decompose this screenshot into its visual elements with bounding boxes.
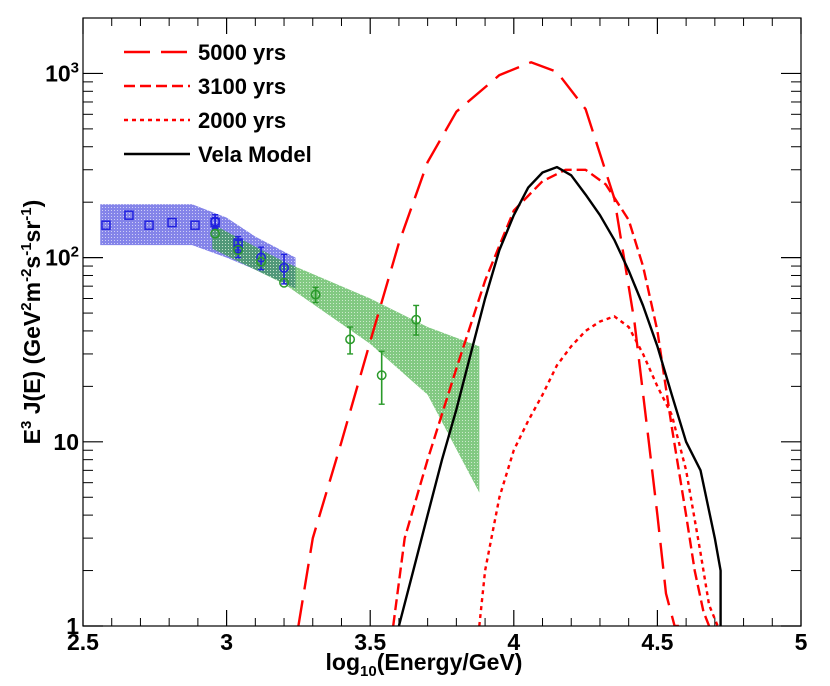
legend-label: 3100 yrs <box>198 74 286 99</box>
x-tick-label: 5 <box>795 629 808 655</box>
green-error-band <box>212 224 480 493</box>
legend-label: 5000 yrs <box>198 40 286 65</box>
legend-label: Vela Model <box>198 142 312 167</box>
data-point-circle <box>411 314 422 325</box>
data-point-square <box>190 220 200 230</box>
legend: 5000 yrs 3100 yrs 2000 yrs Vela Model <box>124 40 312 167</box>
curve-3100-yrs <box>392 168 711 626</box>
model-curves <box>297 61 722 626</box>
y-axis-title: E3 J(E) (GeV2m-2s-1sr-1) <box>18 200 45 445</box>
data-point-circle <box>210 216 221 227</box>
data-point-circle <box>279 277 289 288</box>
y-tick-label: 10 <box>53 429 79 455</box>
error-bands <box>100 204 480 493</box>
x-tick-label: 4.5 <box>641 629 673 655</box>
data-point-circle <box>310 289 321 300</box>
curve-vela-model <box>397 165 722 626</box>
data-point-circle <box>345 334 356 345</box>
blue-error-band <box>100 204 296 289</box>
data-point-square <box>124 210 134 220</box>
curve-5000-yrs <box>297 61 679 626</box>
x-tick-label: 2.5 <box>67 629 99 655</box>
y-tick-label: 103 <box>45 59 79 86</box>
x-tick-label: 3 <box>220 629 233 655</box>
data-point-circle <box>256 256 267 267</box>
data-points <box>101 210 422 405</box>
data-point-circle <box>376 370 387 381</box>
data-point-circle <box>279 262 289 273</box>
curve-2000-yrs <box>478 315 719 626</box>
data-point-circle <box>256 252 267 263</box>
axes: 2.5 3 3.5 4 4.5 5 1 10 102 103 <box>45 17 808 655</box>
data-point-square <box>167 217 177 228</box>
legend-label: 2000 yrs <box>198 108 286 133</box>
data-point-square <box>144 220 154 230</box>
plot-frame <box>82 17 802 627</box>
x-tick-label: 3.5 <box>354 629 386 655</box>
x-tick-label: 4 <box>507 629 520 655</box>
data-point-square <box>101 220 111 230</box>
x-axis-title: log10(Energy/GeV) <box>326 649 523 680</box>
y-tick-label: 102 <box>45 244 79 271</box>
y-tick-label: 1 <box>66 613 79 639</box>
data-point-circle <box>233 245 244 255</box>
data-point-circle <box>210 228 221 239</box>
